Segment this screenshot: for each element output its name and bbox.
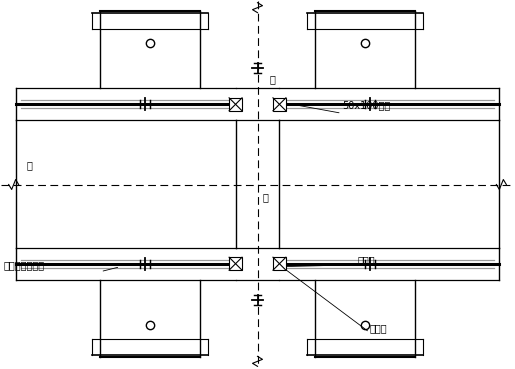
Bar (229, 98, 242, 111)
Text: 梁: 梁 (270, 75, 276, 85)
Text: 柱: 柱 (263, 192, 268, 202)
Bar (273, 98, 286, 111)
Bar (229, 257, 242, 270)
Bar (273, 257, 286, 270)
Text: 50x100木方: 50x100木方 (342, 100, 390, 110)
Text: 钢管架: 钢管架 (370, 324, 387, 334)
Text: 竹胶板: 竹胶板 (358, 255, 375, 265)
Text: 可调节支撑加固: 可调节支撑加固 (4, 260, 45, 270)
Text: 梁: 梁 (27, 160, 32, 170)
